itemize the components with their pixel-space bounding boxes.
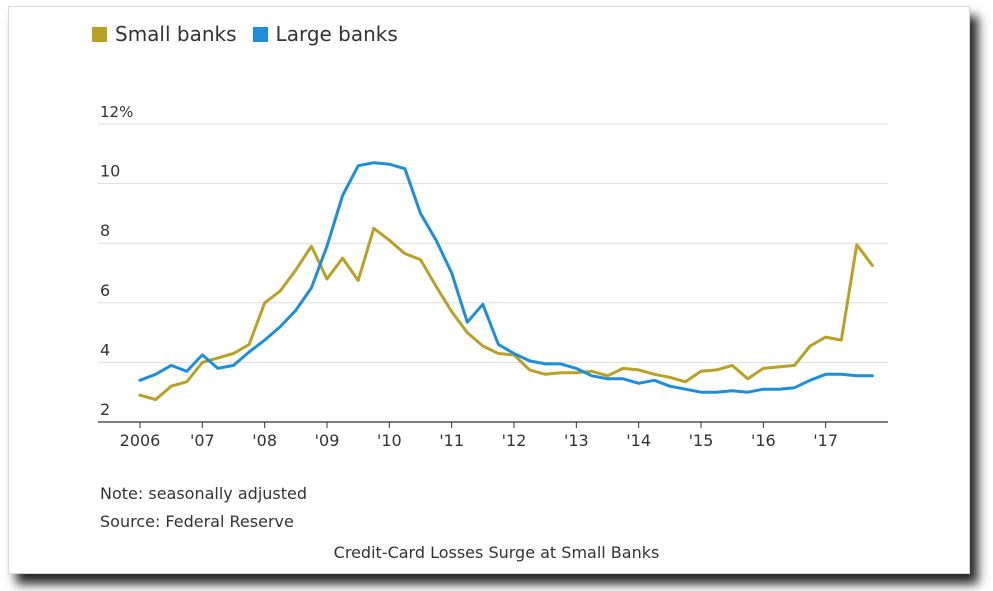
x-tick-label: '13 <box>564 431 589 450</box>
legend-label-small-banks: Small banks <box>115 22 237 46</box>
axis-ticks: 12% 10 8 6 4 2 2006 '07 '08 '09 '10 '11 '12 '13 '14 '15… <box>100 103 838 450</box>
gridlines <box>98 123 888 423</box>
y-tick-label: 10 <box>100 162 120 181</box>
x-tick-label: '08 <box>252 431 277 450</box>
note-text: Note: seasonally adjusted <box>100 484 308 503</box>
legend-swatch-large-banks <box>252 26 268 42</box>
legend-swatch-small-banks <box>92 26 107 42</box>
x-tick-label: '07 <box>190 431 215 450</box>
x-tick-label: '15 <box>689 431 714 450</box>
y-tick-label: 8 <box>100 221 110 240</box>
legend-label-large-banks: Large banks <box>275 22 398 46</box>
y-tick-label: 6 <box>100 281 110 300</box>
x-tick-label: '10 <box>377 431 402 450</box>
x-tick-label: '09 <box>315 431 340 450</box>
series-line-large-banks <box>138 161 874 394</box>
x-tick-label: '17 <box>813 431 838 450</box>
x-tick-label: '11 <box>439 431 464 450</box>
x-tick-label: '16 <box>751 431 776 450</box>
y-tick-label: 2 <box>100 400 110 419</box>
legend-item-large-banks: Large banks <box>252 22 398 46</box>
x-tick-label: 2006 <box>120 431 161 450</box>
y-tick-label: 12% <box>100 103 133 121</box>
y-tick-label: 4 <box>100 340 110 359</box>
series-line-small-banks <box>138 226 874 402</box>
chart-card <box>8 6 970 574</box>
source-text: Source: Federal Reserve <box>100 512 294 531</box>
x-tick-label: '12 <box>502 431 527 450</box>
chart-caption: Credit-Card Losses Surge at Small Banks <box>333 543 660 562</box>
legend-item-small-banks: Small banks <box>92 22 237 46</box>
x-tick-label: '14 <box>626 431 651 450</box>
series-lines <box>138 161 874 402</box>
legend: Small banks Large banks <box>92 22 414 46</box>
